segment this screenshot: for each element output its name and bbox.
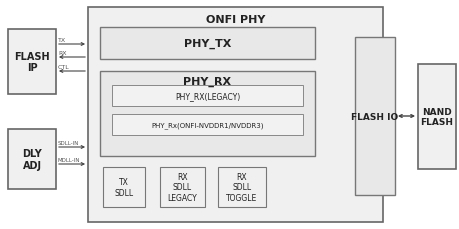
Bar <box>100 72 314 156</box>
Text: SDLL-IN: SDLL-IN <box>58 140 79 145</box>
Text: PHY_Rx(ONFI-NVDDR1/NVDDR3): PHY_Rx(ONFI-NVDDR1/NVDDR3) <box>151 122 263 128</box>
Text: ONFI PHY: ONFI PHY <box>205 15 264 25</box>
Text: NAND
FLASH: NAND FLASH <box>420 107 453 127</box>
Bar <box>112 86 302 106</box>
Bar <box>8 129 56 189</box>
Text: PHY_RX: PHY_RX <box>183 76 231 87</box>
Bar <box>354 38 394 195</box>
Bar <box>112 114 302 135</box>
Bar <box>103 167 145 207</box>
Text: TX
SDLL: TX SDLL <box>114 177 133 197</box>
Text: FLASH IO: FLASH IO <box>351 112 398 121</box>
Bar <box>417 65 455 169</box>
Bar <box>8 30 56 95</box>
Text: RX: RX <box>58 51 67 56</box>
Text: RX
SDLL
LEGACY: RX SDLL LEGACY <box>167 172 197 202</box>
Bar <box>100 28 314 60</box>
Text: MDLL-IN: MDLL-IN <box>58 157 80 162</box>
Text: CTL: CTL <box>58 65 70 70</box>
Text: RX
SDLL
TOGGLE: RX SDLL TOGGLE <box>226 172 257 202</box>
Bar <box>218 167 265 207</box>
Bar <box>160 167 205 207</box>
Text: FLASH
IP: FLASH IP <box>14 52 50 73</box>
Text: PHY_TX: PHY_TX <box>184 39 231 49</box>
Text: PHY_RX(LEGACY): PHY_RX(LEGACY) <box>174 92 240 101</box>
Bar <box>88 8 382 222</box>
Text: DLY
ADJ: DLY ADJ <box>22 149 42 170</box>
Text: TX: TX <box>58 38 66 43</box>
